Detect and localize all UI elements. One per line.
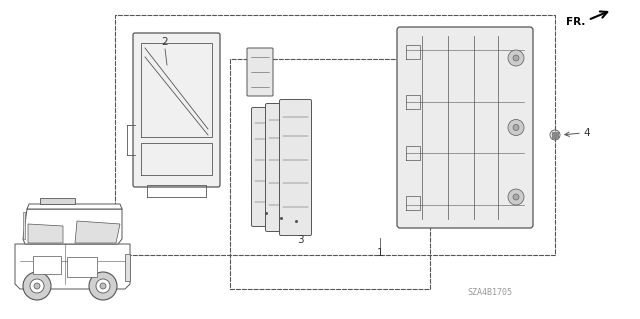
FancyBboxPatch shape [133, 33, 220, 187]
Polygon shape [15, 244, 130, 289]
FancyBboxPatch shape [247, 48, 273, 96]
Text: 4: 4 [583, 128, 589, 138]
Polygon shape [75, 221, 120, 243]
Circle shape [508, 189, 524, 205]
Polygon shape [125, 254, 130, 281]
Circle shape [23, 272, 51, 300]
Bar [33, 256, 61, 274]
Circle shape [508, 50, 524, 66]
Polygon shape [28, 224, 63, 243]
Circle shape [34, 283, 40, 289]
Polygon shape [23, 209, 122, 244]
Text: FR.: FR. [566, 17, 585, 27]
FancyBboxPatch shape [397, 27, 533, 228]
Circle shape [96, 279, 110, 293]
Circle shape [30, 279, 44, 293]
Bar [67, 257, 97, 277]
Text: 1: 1 [377, 248, 383, 258]
Polygon shape [27, 204, 122, 209]
Polygon shape [40, 198, 75, 204]
Circle shape [513, 55, 519, 61]
Text: 2: 2 [162, 37, 168, 47]
Circle shape [100, 283, 106, 289]
Circle shape [508, 120, 524, 136]
Polygon shape [23, 212, 25, 239]
Circle shape [513, 194, 519, 200]
Circle shape [89, 272, 117, 300]
FancyBboxPatch shape [266, 103, 296, 232]
FancyBboxPatch shape [252, 108, 280, 226]
Circle shape [513, 124, 519, 130]
Text: SZA4B1705: SZA4B1705 [467, 288, 513, 297]
FancyBboxPatch shape [280, 100, 312, 235]
Text: 3: 3 [297, 235, 303, 245]
